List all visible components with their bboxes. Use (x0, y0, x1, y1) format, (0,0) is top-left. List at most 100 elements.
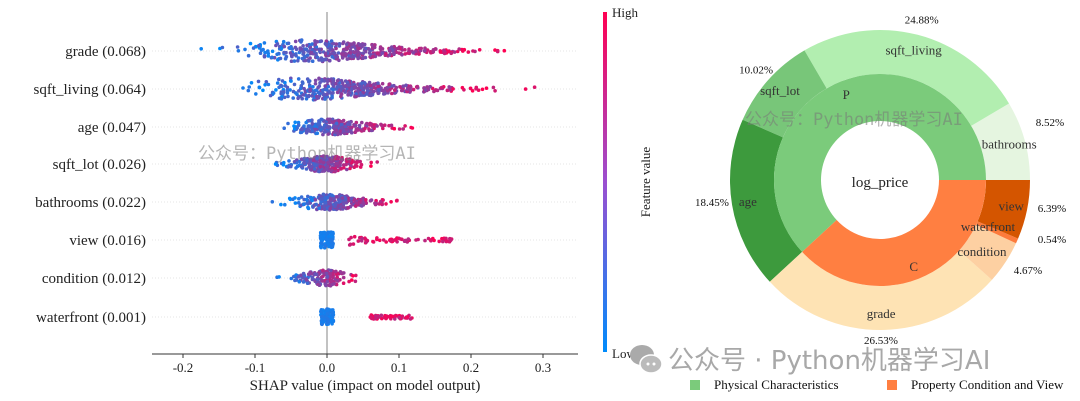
shap-point (333, 166, 338, 171)
x-tick-label: 0.2 (463, 360, 479, 375)
shap-point (383, 123, 387, 127)
shap-point (289, 59, 294, 63)
shap-point (220, 45, 225, 50)
shap-point (328, 118, 332, 122)
shap-point (326, 200, 330, 205)
shap-point (446, 49, 451, 54)
shap-point (302, 86, 306, 91)
outer-slice-bathrooms (971, 103, 1030, 180)
shap-point (278, 56, 283, 61)
shap-point (275, 52, 279, 57)
shap-point (322, 157, 326, 162)
shap-point (355, 53, 360, 57)
shap-point (296, 123, 301, 127)
shap-point (262, 54, 267, 59)
inner-slice-label: C (909, 259, 918, 274)
shap-point (316, 282, 320, 287)
shap-point (352, 50, 357, 55)
shap-point (474, 87, 478, 91)
shap-point (406, 237, 411, 241)
shap-point (335, 195, 340, 199)
shap-point (381, 89, 386, 93)
shap-point (345, 57, 350, 61)
shap-point (350, 82, 355, 87)
shap-point (263, 83, 267, 87)
shap-point (366, 47, 371, 51)
shap-point (301, 44, 305, 48)
shap-point (347, 83, 351, 87)
outer-slice-percent: 6.39% (1038, 203, 1066, 215)
shap-point (340, 196, 345, 200)
shap-point (347, 120, 351, 125)
shap-point (349, 125, 353, 130)
shap-point (470, 89, 475, 93)
shap-point (329, 160, 333, 164)
shap-point (280, 84, 284, 88)
shap-point (323, 57, 328, 61)
shap-point (428, 84, 433, 89)
shap-point (332, 51, 337, 56)
outer-slice-grade (769, 250, 992, 330)
shap-point (292, 59, 297, 63)
shap-point (460, 85, 465, 90)
feature-points (318, 230, 454, 250)
shap-point (316, 90, 321, 95)
shap-point (297, 196, 301, 201)
shap-point (298, 130, 303, 135)
shap-point (347, 279, 351, 284)
shap-point (288, 51, 293, 55)
shap-point (313, 42, 318, 47)
shap-point (348, 51, 353, 55)
shap-point (381, 126, 385, 131)
shap-point (293, 120, 298, 125)
shap-point (301, 81, 305, 85)
shap-point (299, 203, 303, 208)
inner-slice-C (802, 180, 986, 286)
shap-point (352, 197, 357, 202)
shap-point (448, 239, 452, 243)
shap-point (277, 85, 281, 90)
shap-point (286, 41, 291, 46)
shap-point (339, 92, 344, 96)
shap-point (367, 51, 372, 55)
shap-point (381, 238, 386, 242)
shap-point (263, 50, 267, 55)
shap-point (356, 89, 360, 93)
shap-point (356, 56, 360, 61)
shap-point (331, 318, 336, 323)
shap-point (334, 121, 339, 126)
shap-point (319, 197, 324, 201)
shap-point (262, 41, 267, 45)
shap-point (268, 93, 273, 98)
x-tick-label: 0.1 (391, 360, 407, 375)
shap-point (322, 79, 327, 83)
shap-point (345, 128, 349, 132)
shap-point (306, 205, 310, 210)
shap-point (257, 85, 262, 90)
shap-point (294, 278, 299, 282)
shap-point (372, 89, 376, 94)
shap-point (364, 92, 369, 96)
feature-label: view (0.016) (69, 233, 146, 249)
shap-point (330, 310, 334, 315)
shap-point (304, 197, 309, 202)
shap-point (380, 51, 385, 55)
shap-point (331, 48, 335, 52)
legend-item-physical: Physical Characteristics (690, 377, 839, 392)
shap-point (326, 317, 330, 321)
shap-point (333, 202, 338, 207)
shap-point (292, 160, 297, 164)
shap-point (286, 121, 290, 126)
outer-slice-percent: 4.67% (1014, 265, 1042, 277)
shap-point (309, 271, 314, 276)
outer-slice-sqft-living (804, 30, 1010, 126)
shap-point (247, 85, 251, 89)
shap-point (301, 271, 306, 276)
shap-point (334, 272, 339, 277)
shap-point (261, 88, 265, 93)
shap-point (275, 42, 280, 46)
shap-point (321, 192, 326, 197)
shap-point (367, 80, 372, 85)
